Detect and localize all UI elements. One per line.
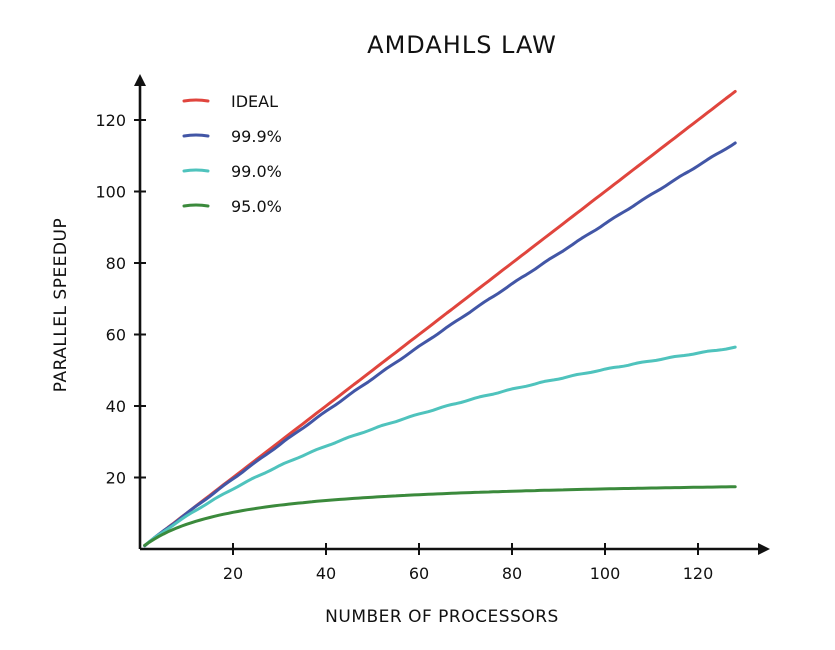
y-axis-label: PARALLEL SPEEDUP — [51, 218, 71, 392]
x-tick-label: 100 — [590, 564, 621, 583]
chart-title: AMDAHLS LAW — [367, 31, 557, 59]
legend: IDEAL 99.9% 99.0% 95.0% — [182, 92, 282, 216]
legend-label: 99.0% — [231, 162, 282, 181]
y-tick-label: 120 — [95, 111, 126, 130]
legend-swatch — [182, 98, 210, 103]
y-tick-label: 60 — [106, 326, 126, 345]
y-tick-label: 40 — [106, 397, 126, 416]
axes — [134, 74, 770, 555]
series-line — [143, 345, 737, 547]
legend-swatch — [182, 133, 210, 138]
x-tick-label: 60 — [409, 564, 429, 583]
y-tick-label: 100 — [95, 183, 126, 202]
y-axis-arrow — [134, 74, 146, 86]
y-tick-label: 80 — [106, 254, 126, 273]
legend-swatch — [182, 168, 210, 173]
y-tick-label: 20 — [106, 469, 126, 488]
legend-label: 95.0% — [231, 197, 282, 216]
x-tick-label: 80 — [502, 564, 522, 583]
legend-label: 99.9% — [231, 127, 282, 146]
x-axis-label: NUMBER OF PROCESSORS — [325, 607, 559, 627]
x-tick-label: 20 — [223, 564, 243, 583]
series-line — [143, 141, 737, 548]
x-axis-arrow — [758, 543, 770, 555]
series-line — [143, 485, 737, 547]
series-lines — [143, 89, 737, 548]
x-tick-label: 120 — [683, 564, 714, 583]
legend-swatch — [182, 203, 210, 208]
x-tick-label: 40 — [316, 564, 336, 583]
ticks: 20 40 60 80 100 120 20 40 60 80 100 120 — [95, 111, 713, 583]
legend-label: IDEAL — [231, 92, 278, 111]
